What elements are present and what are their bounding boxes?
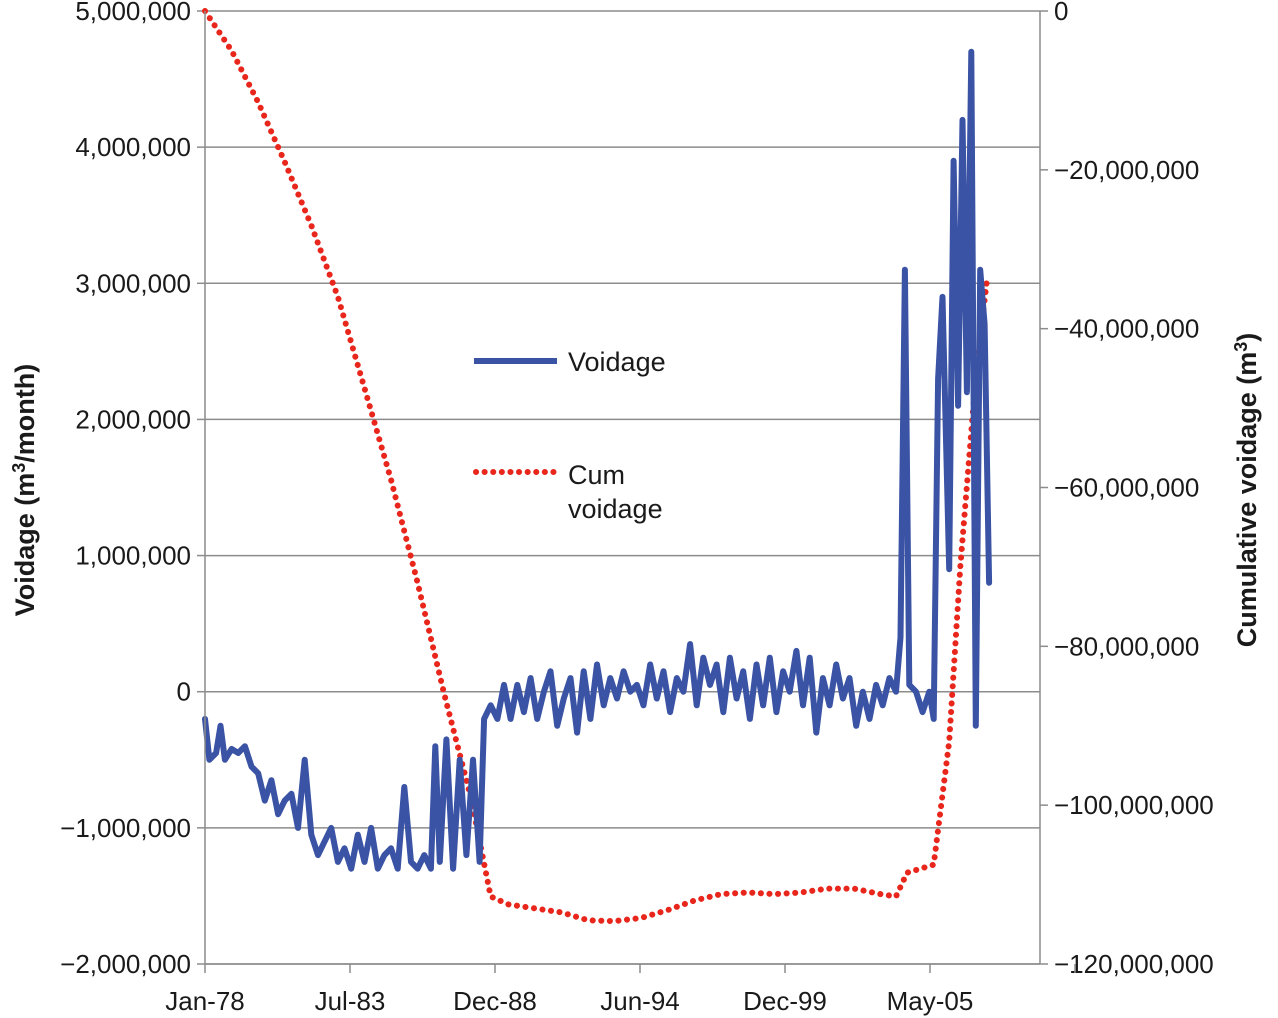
right-axis-title: Cumulative voidage (m3): [1231, 333, 1262, 648]
right-axis-ticks: −120,000,000 −100,000,000 −80,000,000 −60,0…: [1040, 0, 1214, 979]
left-tick-label: 0: [177, 677, 191, 707]
right-tick-label: −40,000,000: [1054, 314, 1199, 344]
right-tick-label: −60,000,000: [1054, 473, 1199, 503]
left-tick-label: 5,000,000: [75, 0, 191, 26]
x-tick-label: Jan-78: [165, 986, 245, 1016]
series-layer: [202, 8, 993, 925]
x-tick-label: Jun-94: [600, 986, 680, 1016]
left-tick-label: −1,000,000: [60, 813, 191, 843]
left-axis-ticks: −2,000,000 −1,000,000 0 1,000,000 2,000,000 3…: [60, 0, 205, 979]
x-tick-label: May-05: [887, 986, 974, 1016]
left-tick-label: 2,000,000: [75, 404, 191, 434]
series-cum-voidage: [202, 8, 990, 925]
right-tick-label: −20,000,000: [1054, 155, 1199, 185]
left-axis-title: Voidage (m3/month): [9, 364, 40, 617]
gridlines: [205, 10, 1040, 965]
series-voidage: [202, 48, 993, 872]
legend: Voidage Cum voidage: [473, 347, 666, 524]
right-tick-label: −100,000,000: [1054, 790, 1214, 820]
right-tick-label: −80,000,000: [1054, 631, 1199, 661]
series-line: [202, 48, 993, 872]
x-tick-label: Dec-88: [453, 986, 537, 1016]
x-tick-label: Jul-83: [315, 986, 386, 1016]
left-tick-label: 1,000,000: [75, 541, 191, 571]
series-line: [202, 8, 990, 925]
left-tick-label: −2,000,000: [60, 949, 191, 979]
legend-cum-voidage-label: Cum voidage: [568, 460, 663, 524]
right-tick-label: 0: [1054, 0, 1068, 26]
left-tick-label: 3,000,000: [75, 268, 191, 298]
left-tick-label: 4,000,000: [75, 132, 191, 162]
legend-voidage-label: Voidage: [568, 347, 666, 377]
x-tick-label: Dec-99: [743, 986, 827, 1016]
right-tick-label: −120,000,000: [1054, 949, 1214, 979]
x-axis-ticks: Jan-78 Jul-83 Dec-88 Jun-94 Dec-99 May-05: [165, 964, 1076, 1016]
